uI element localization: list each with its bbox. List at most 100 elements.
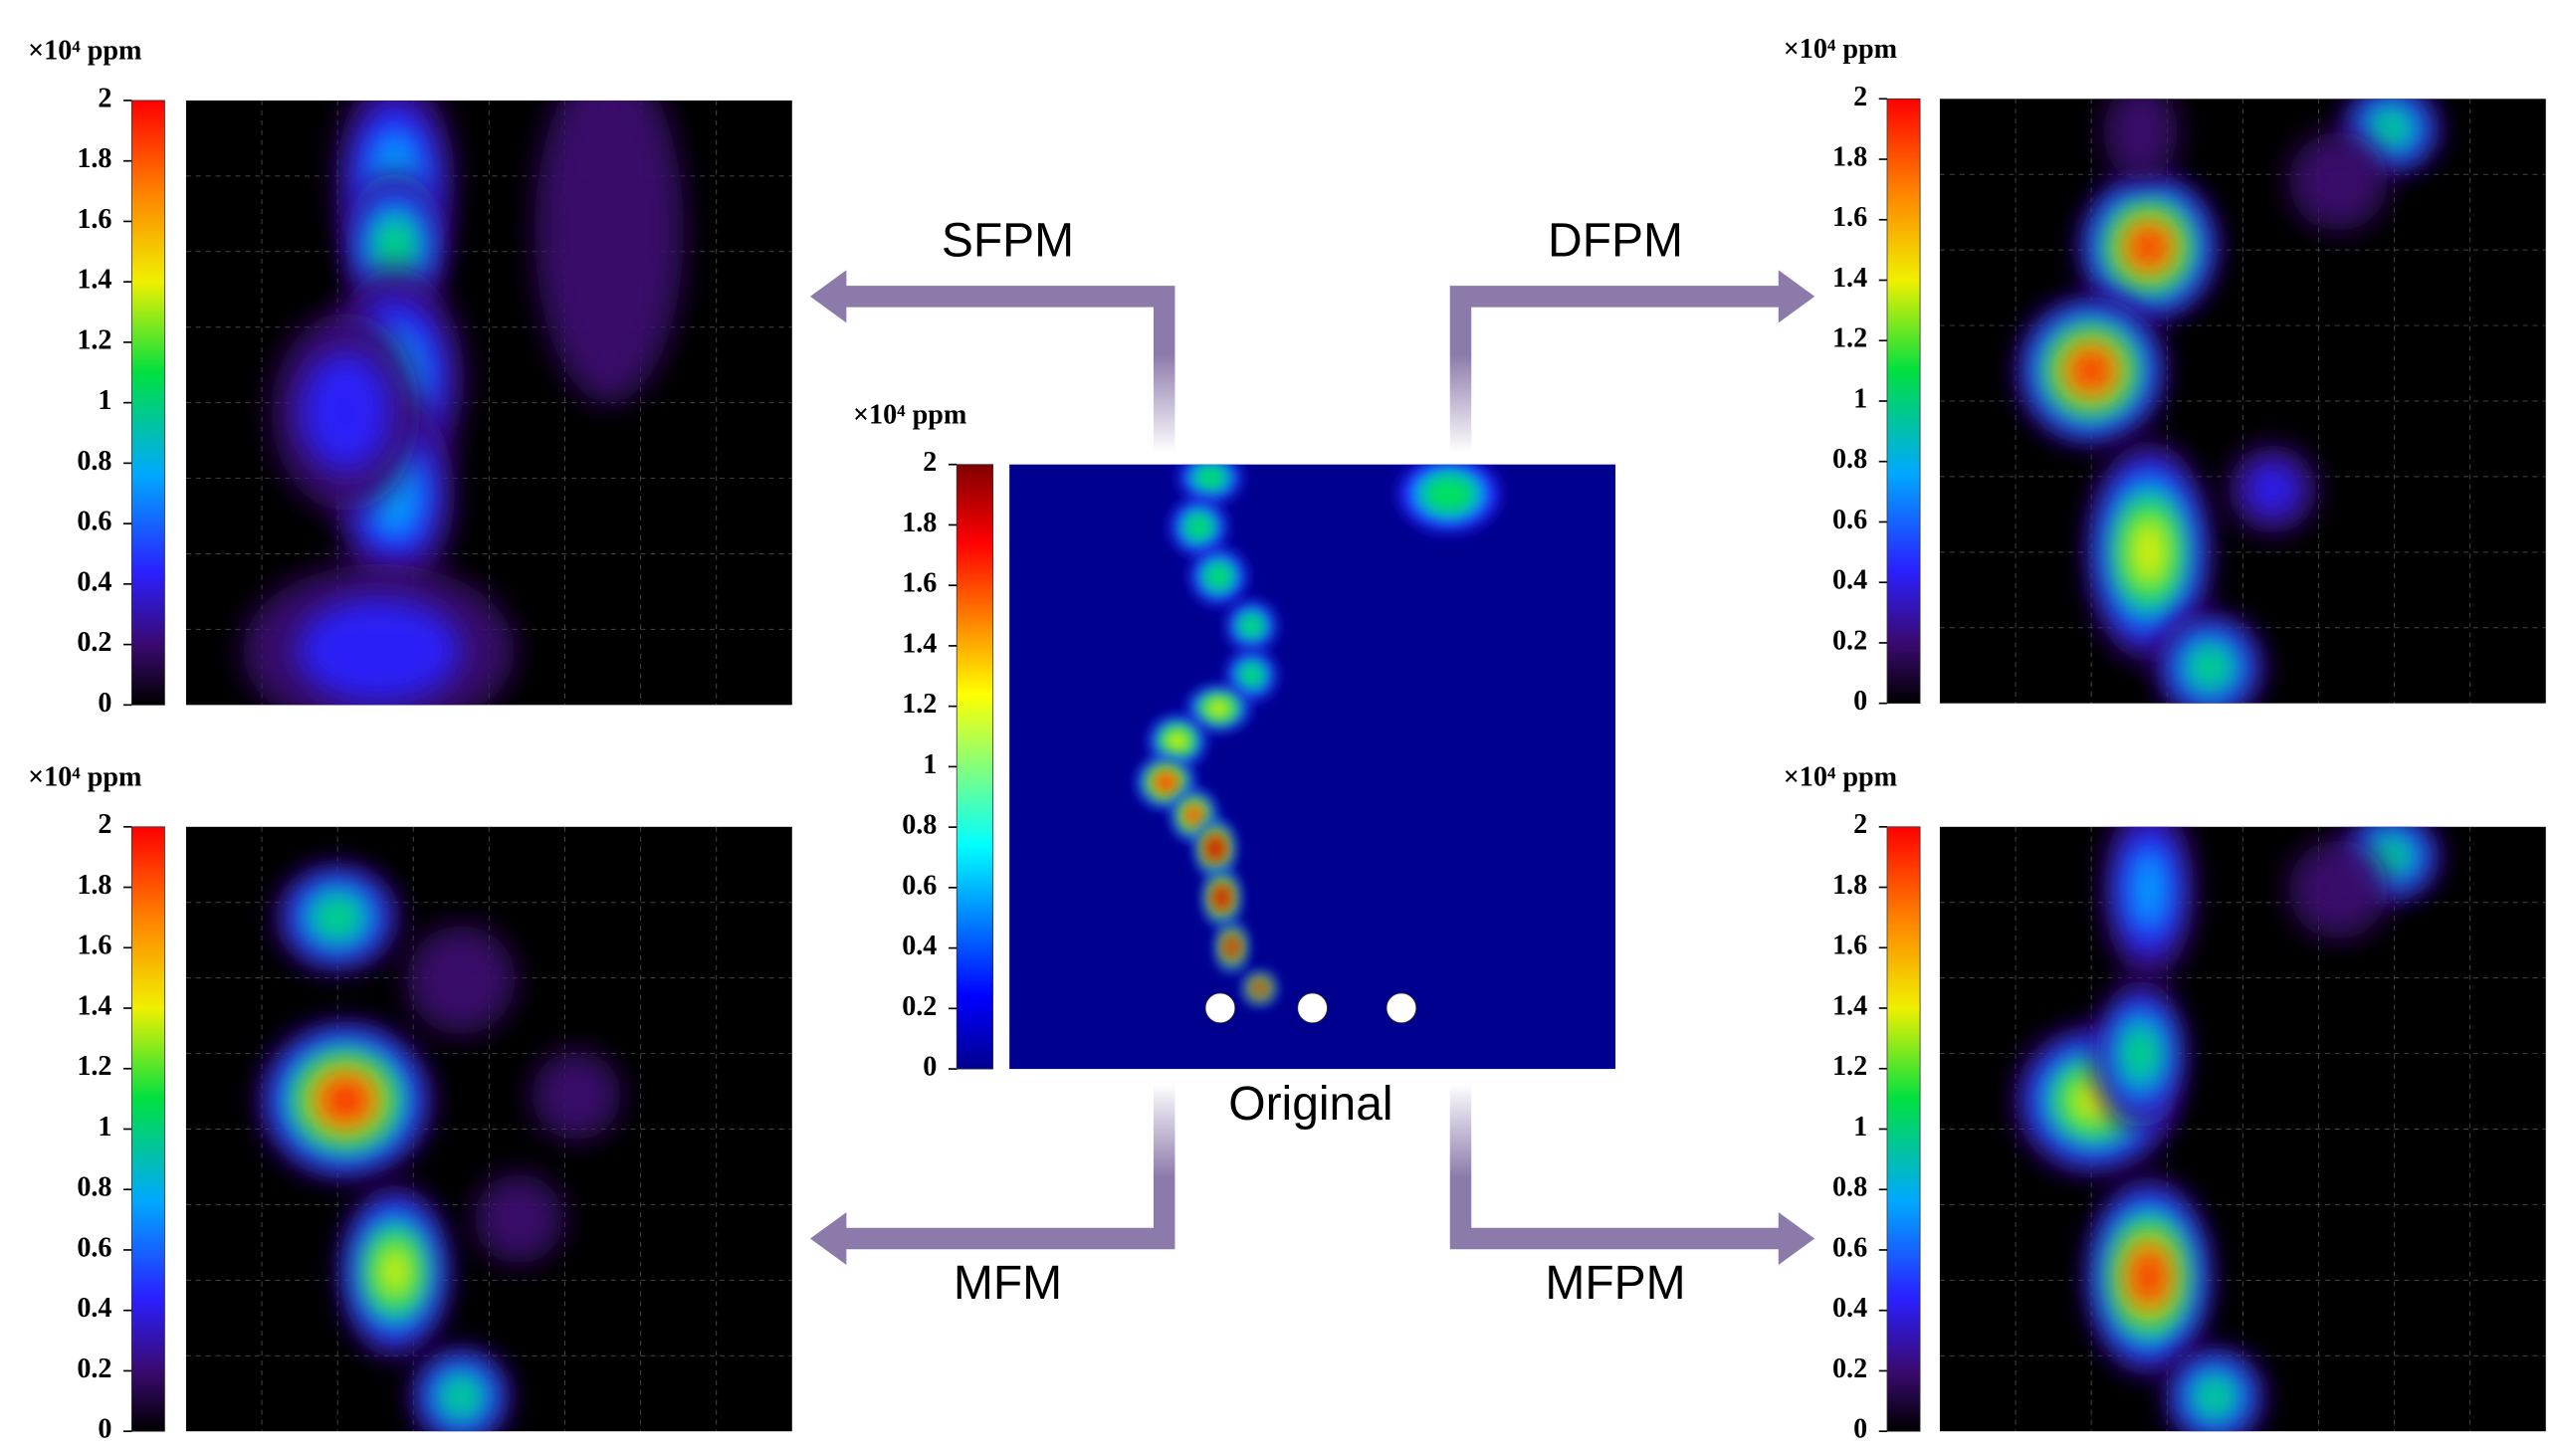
colorbar-tick-label: 2: [1853, 82, 1867, 112]
colorbar-tick-label: 1.8: [77, 143, 111, 174]
blob: [375, 217, 415, 278]
colorbar-unit: ×10⁴ ppm: [28, 36, 141, 67]
colorbar-tick-label: 2: [923, 447, 937, 478]
colorbar-tick-label: 2: [1853, 809, 1867, 840]
plume: [1154, 771, 1177, 793]
panel: DFPM ×10⁴ ppm 0 0.2 0.4 0.6 0.8 1 1.2 1.4 1.6 1.8 2: [1548, 34, 2546, 717]
colorbar-tick-label: 1.2: [77, 1051, 111, 1082]
colorbar-tick-label: 0: [98, 1414, 111, 1445]
heatmap-bg: [1009, 464, 1616, 1070]
colorbar-tick-label: 0.8: [77, 1172, 111, 1203]
colorbar-tick-label: 1.2: [1832, 323, 1867, 354]
plume: [1254, 982, 1266, 994]
plume: [1184, 513, 1213, 541]
plume: [1184, 805, 1203, 826]
colorbar-tick-label: 0.2: [1832, 1353, 1867, 1384]
blob: [313, 895, 362, 939]
colorbar-tick-label: 1.6: [77, 931, 111, 961]
sensor: [1204, 992, 1236, 1024]
sensor: [1297, 992, 1328, 1024]
arrow-head: [1778, 270, 1815, 323]
blob: [2122, 1024, 2159, 1084]
colorbar-tick-label: 0.6: [902, 870, 937, 901]
colorbar-tick-label: 0.2: [77, 1353, 111, 1384]
arrow-head: [809, 270, 847, 323]
colorbar-tick-label: 0.2: [77, 627, 111, 658]
colorbar-tick-label: 1.4: [1832, 990, 1867, 1021]
colorbar: [130, 100, 165, 706]
blob: [474, 1173, 563, 1264]
arrow-head: [809, 1212, 847, 1266]
blob: [534, 100, 684, 404]
plume: [1239, 663, 1264, 688]
colorbar-tick-label: 1: [98, 385, 111, 416]
colorbar-tick-label: 0.2: [1832, 625, 1867, 656]
colorbar-tick-label: 1.4: [77, 990, 111, 1021]
blob: [406, 926, 516, 1035]
plume: [1422, 475, 1476, 514]
blob: [2126, 512, 2172, 592]
blob: [2103, 99, 2178, 182]
colorbar-unit: ×10⁴ ppm: [1784, 34, 1897, 65]
plume: [1208, 837, 1222, 860]
blob: [2128, 845, 2170, 934]
blob: [317, 1074, 375, 1128]
arrow: [843, 1083, 1175, 1250]
panel-title: MFM: [954, 1257, 1062, 1310]
panel-title: Original: [1228, 1078, 1392, 1131]
plume: [1215, 886, 1228, 909]
colorbar-tick-label: 1.8: [1832, 870, 1867, 901]
heatmap: [185, 100, 792, 706]
colorbar-tick-label: 1.6: [902, 568, 937, 599]
colorbar-tick-label: 1: [1853, 1112, 1867, 1143]
colorbar: [1886, 826, 1921, 1432]
plume: [1239, 613, 1264, 639]
blob: [2125, 222, 2173, 273]
arrow: [1449, 286, 1783, 452]
blob: [2188, 645, 2233, 690]
colorbar-tick-label: 1: [98, 1112, 111, 1143]
blob: [2245, 462, 2299, 517]
colorbar-tick-label: 0.4: [77, 1293, 111, 1324]
panel-title: MFPM: [1545, 1257, 1685, 1310]
blob: [375, 1240, 415, 1303]
plume: [1204, 562, 1233, 591]
heatmap: [1939, 826, 2546, 1432]
arrows: [809, 270, 1815, 1266]
colorbar-tick-label: 0.8: [1832, 1172, 1867, 1203]
colorbar-tick-label: 1.8: [77, 870, 111, 901]
panel-title: DFPM: [1548, 215, 1683, 268]
arrow: [1449, 1083, 1783, 1250]
colorbar-tick-label: 0.4: [902, 931, 937, 961]
colorbar-tick-label: 0.8: [1832, 444, 1867, 475]
colorbar: [956, 464, 994, 1070]
colorbar-tick-label: 1.2: [1832, 1051, 1867, 1082]
colorbar-tick-label: 2: [98, 809, 111, 840]
colorbar-tick-label: 0.6: [77, 507, 111, 537]
colorbar-tick-label: 1: [1853, 383, 1867, 414]
colorbar-tick-label: 0.4: [77, 566, 111, 597]
colorbar-tick-label: 1.2: [77, 324, 111, 355]
colorbar-tick-label: 0.6: [77, 1232, 111, 1263]
colorbar-tick-label: 1: [923, 749, 937, 780]
colorbar-tick-label: 0.4: [1832, 1293, 1867, 1324]
panel: MFM ×10⁴ ppm 0 0.2 0.4 0.6 0.8 1 1.2 1.4 1.6 1.8 2: [28, 761, 1062, 1445]
plume: [1165, 729, 1190, 752]
panel: SFPM ×10⁴ ppm 0 0.2 0.4 0.6 0.8 1 1.2 1.4 1.6 1.8 2: [28, 36, 1074, 719]
blob: [2288, 840, 2388, 939]
colorbar: [1886, 98, 1921, 705]
heatmap: [185, 826, 792, 1432]
blob: [297, 598, 461, 703]
colorbar-tick-label: 1.4: [1832, 263, 1867, 294]
colorbar-unit: ×10⁴ ppm: [28, 761, 141, 792]
panel: MFPM ×10⁴ ppm 0 0.2 0.4 0.6 0.8 1 1.2 1.4 1.6 1.8 2: [1545, 761, 2546, 1445]
plume: [1194, 465, 1226, 491]
colorbar-unit: ×10⁴ ppm: [853, 399, 966, 430]
colorbar-tick-label: 1.8: [1832, 141, 1867, 172]
arrow-head: [1778, 1212, 1815, 1266]
blob: [441, 1376, 482, 1417]
colorbar-tick-label: 1.4: [902, 628, 937, 659]
blob: [2128, 1243, 2170, 1310]
heatmap: [1939, 99, 2546, 704]
